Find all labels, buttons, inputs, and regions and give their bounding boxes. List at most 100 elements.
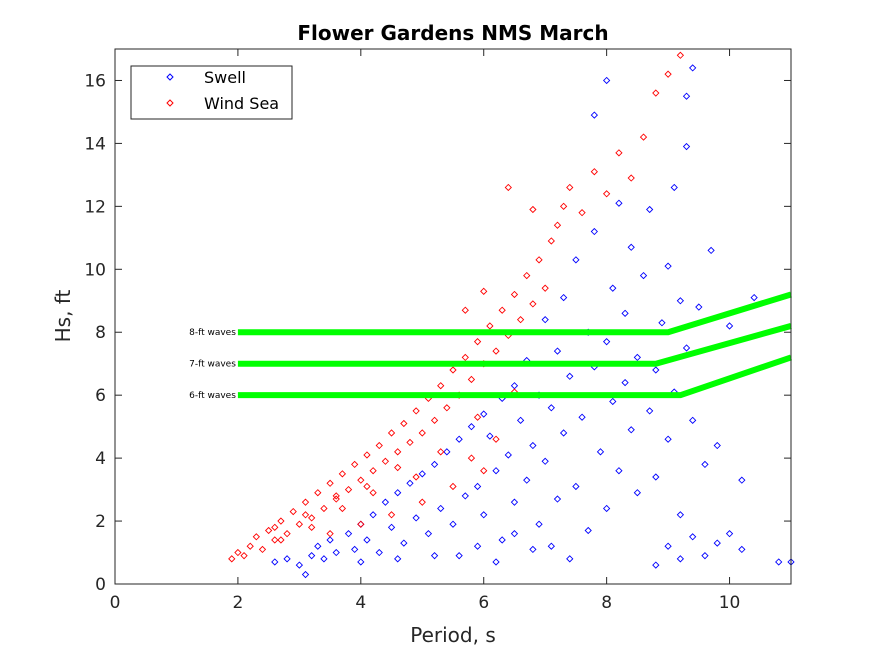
data-point: [701, 460, 709, 469]
threshold-labels-layer: 8-ft waves 7-ft waves 6-ft waves: [189, 328, 236, 401]
data-point: [682, 92, 691, 100]
data-point: [609, 397, 617, 406]
data-point: [234, 548, 242, 557]
plot-area: [115, 49, 791, 584]
data-point: [516, 416, 525, 424]
data-point: [646, 407, 654, 415]
legend-box: [130, 65, 293, 120]
data-point: [412, 473, 420, 481]
data-point: [775, 558, 783, 566]
data-point: [486, 322, 494, 330]
y-tick-label: 8: [95, 323, 106, 343]
data-point: [627, 426, 635, 434]
series-wind-sea: [228, 51, 685, 563]
data-point: [430, 416, 439, 424]
data-point: [252, 533, 260, 541]
data-point: [467, 423, 476, 431]
data-point: [547, 404, 555, 412]
data-point: [332, 548, 340, 557]
data-point: [652, 366, 660, 374]
data-point: [258, 545, 267, 554]
data-point: [529, 205, 537, 214]
data-point: [504, 451, 512, 459]
data-point: [467, 454, 476, 462]
data-point: [535, 520, 543, 528]
data-point: [277, 517, 285, 525]
data-point: [738, 476, 746, 484]
data-point: [590, 168, 598, 176]
data-point: [553, 495, 562, 503]
data-point: [467, 375, 476, 384]
data-point: [750, 293, 758, 302]
data-point: [559, 429, 568, 437]
data-point: [473, 482, 482, 491]
data-point: [418, 470, 426, 478]
data-point: [357, 520, 365, 528]
data-point: [418, 498, 426, 506]
data-point: [357, 558, 365, 566]
data-point: [602, 190, 611, 198]
data-point: [639, 133, 648, 141]
data-point: [658, 319, 666, 327]
scatter-layer: [228, 51, 795, 579]
data-point: [264, 526, 273, 535]
data-point: [461, 306, 469, 314]
data-point: [418, 429, 426, 437]
data-point: [590, 111, 598, 119]
data-point: [406, 479, 414, 487]
data-point: [682, 344, 691, 352]
data-point: [375, 441, 383, 450]
data-point: [547, 237, 555, 245]
y-tick-label: 0: [95, 575, 106, 595]
y-tick-label: 4: [95, 449, 106, 469]
data-point: [400, 419, 408, 428]
data-point: [541, 457, 549, 465]
data-point: [510, 290, 519, 299]
data-point: [295, 520, 304, 528]
data-point: [639, 271, 648, 280]
legend-windsea-marker: [166, 99, 174, 107]
threshold-lines-layer: [237, 291, 792, 399]
data-point: [676, 297, 685, 305]
data-point: [529, 545, 537, 554]
data-point: [437, 504, 445, 513]
data-point: [461, 492, 469, 500]
data-point: [621, 309, 629, 317]
data-point: [590, 227, 598, 236]
data-point: [412, 514, 420, 522]
data-point: [363, 482, 371, 491]
data-point: [240, 552, 248, 560]
data-point: [424, 530, 433, 538]
data-point: [332, 492, 340, 500]
data-point: [572, 482, 580, 491]
data-point: [652, 473, 660, 481]
data-point: [320, 504, 328, 513]
data-point: [308, 552, 316, 560]
data-point: [338, 470, 347, 478]
data-point: [602, 76, 611, 85]
data-point: [584, 526, 592, 535]
data-point: [314, 542, 322, 550]
data-point: [535, 256, 543, 264]
data-point: [412, 407, 420, 415]
data-point: [578, 413, 586, 421]
legend-swell-marker: [166, 73, 174, 81]
data-point: [394, 463, 402, 472]
data-point: [602, 504, 611, 513]
data-point: [449, 366, 457, 374]
x-axis-title: Period, s: [410, 623, 496, 647]
data-point: [480, 467, 488, 475]
data-point: [455, 435, 463, 443]
data-point: [480, 287, 488, 295]
data-point: [437, 382, 445, 390]
data-point: [572, 256, 580, 264]
data-point: [338, 504, 347, 513]
data-point: [676, 51, 685, 59]
data-point: [504, 183, 512, 192]
plot-frame: [114, 48, 792, 585]
data-point: [529, 300, 537, 308]
data-point: [529, 441, 537, 450]
data-point: [682, 142, 691, 151]
legend-swell-label: Swell: [204, 68, 246, 87]
data-point: [713, 441, 721, 450]
